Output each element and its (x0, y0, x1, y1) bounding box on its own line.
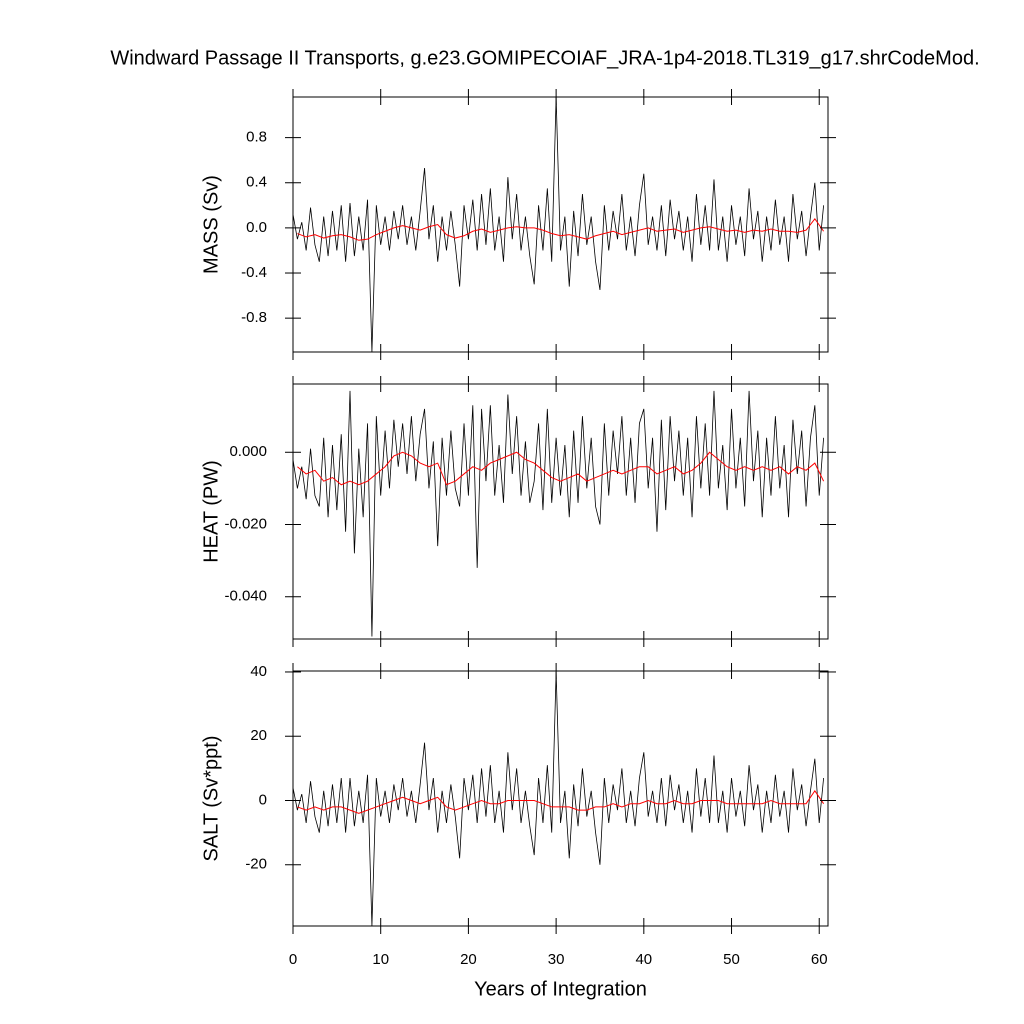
plot-frame (292, 670, 829, 927)
y-tick-label: -0.8 (241, 309, 267, 326)
y-tick-label: 0.4 (246, 174, 267, 191)
y-tick-label: 0.0 (246, 219, 267, 236)
x-tick-label: 20 (460, 951, 477, 968)
series-line (297, 789, 825, 814)
series-line (297, 218, 825, 241)
x-tick-label: 30 (548, 951, 565, 968)
x-axis-label: Years of Integration (474, 978, 647, 1000)
y-tick-label: 0.000 (229, 443, 267, 460)
y-axis-label: SALT (Sv*ppt) (200, 736, 222, 862)
series-line (293, 390, 825, 637)
x-tick-label: 10 (372, 951, 389, 968)
y-tick-label: 20 (250, 727, 267, 744)
y-tick-label: 40 (250, 663, 267, 680)
series-line (293, 97, 825, 352)
x-tick-label: 0 (289, 951, 297, 968)
y-axis-label: HEAT (PW) (200, 460, 222, 563)
y-tick-label: -20 (245, 856, 267, 873)
figure-title: Windward Passage II Transports, g.e23.GO… (110, 47, 979, 69)
y-tick-label: -0.020 (224, 515, 267, 532)
series-line (297, 451, 825, 486)
series-line (293, 671, 825, 926)
y-tick-label: 0.8 (246, 129, 267, 146)
plot-frame (292, 96, 829, 353)
x-tick-label: 50 (723, 951, 740, 968)
y-axis-label: MASS (Sv) (200, 175, 222, 274)
x-tick-label: 40 (635, 951, 652, 968)
y-tick-label: -0.040 (224, 588, 267, 605)
y-tick-label: 0 (259, 791, 267, 808)
y-tick-label: -0.4 (241, 264, 267, 281)
x-tick-label: 60 (811, 951, 828, 968)
plot-frame (292, 383, 829, 640)
